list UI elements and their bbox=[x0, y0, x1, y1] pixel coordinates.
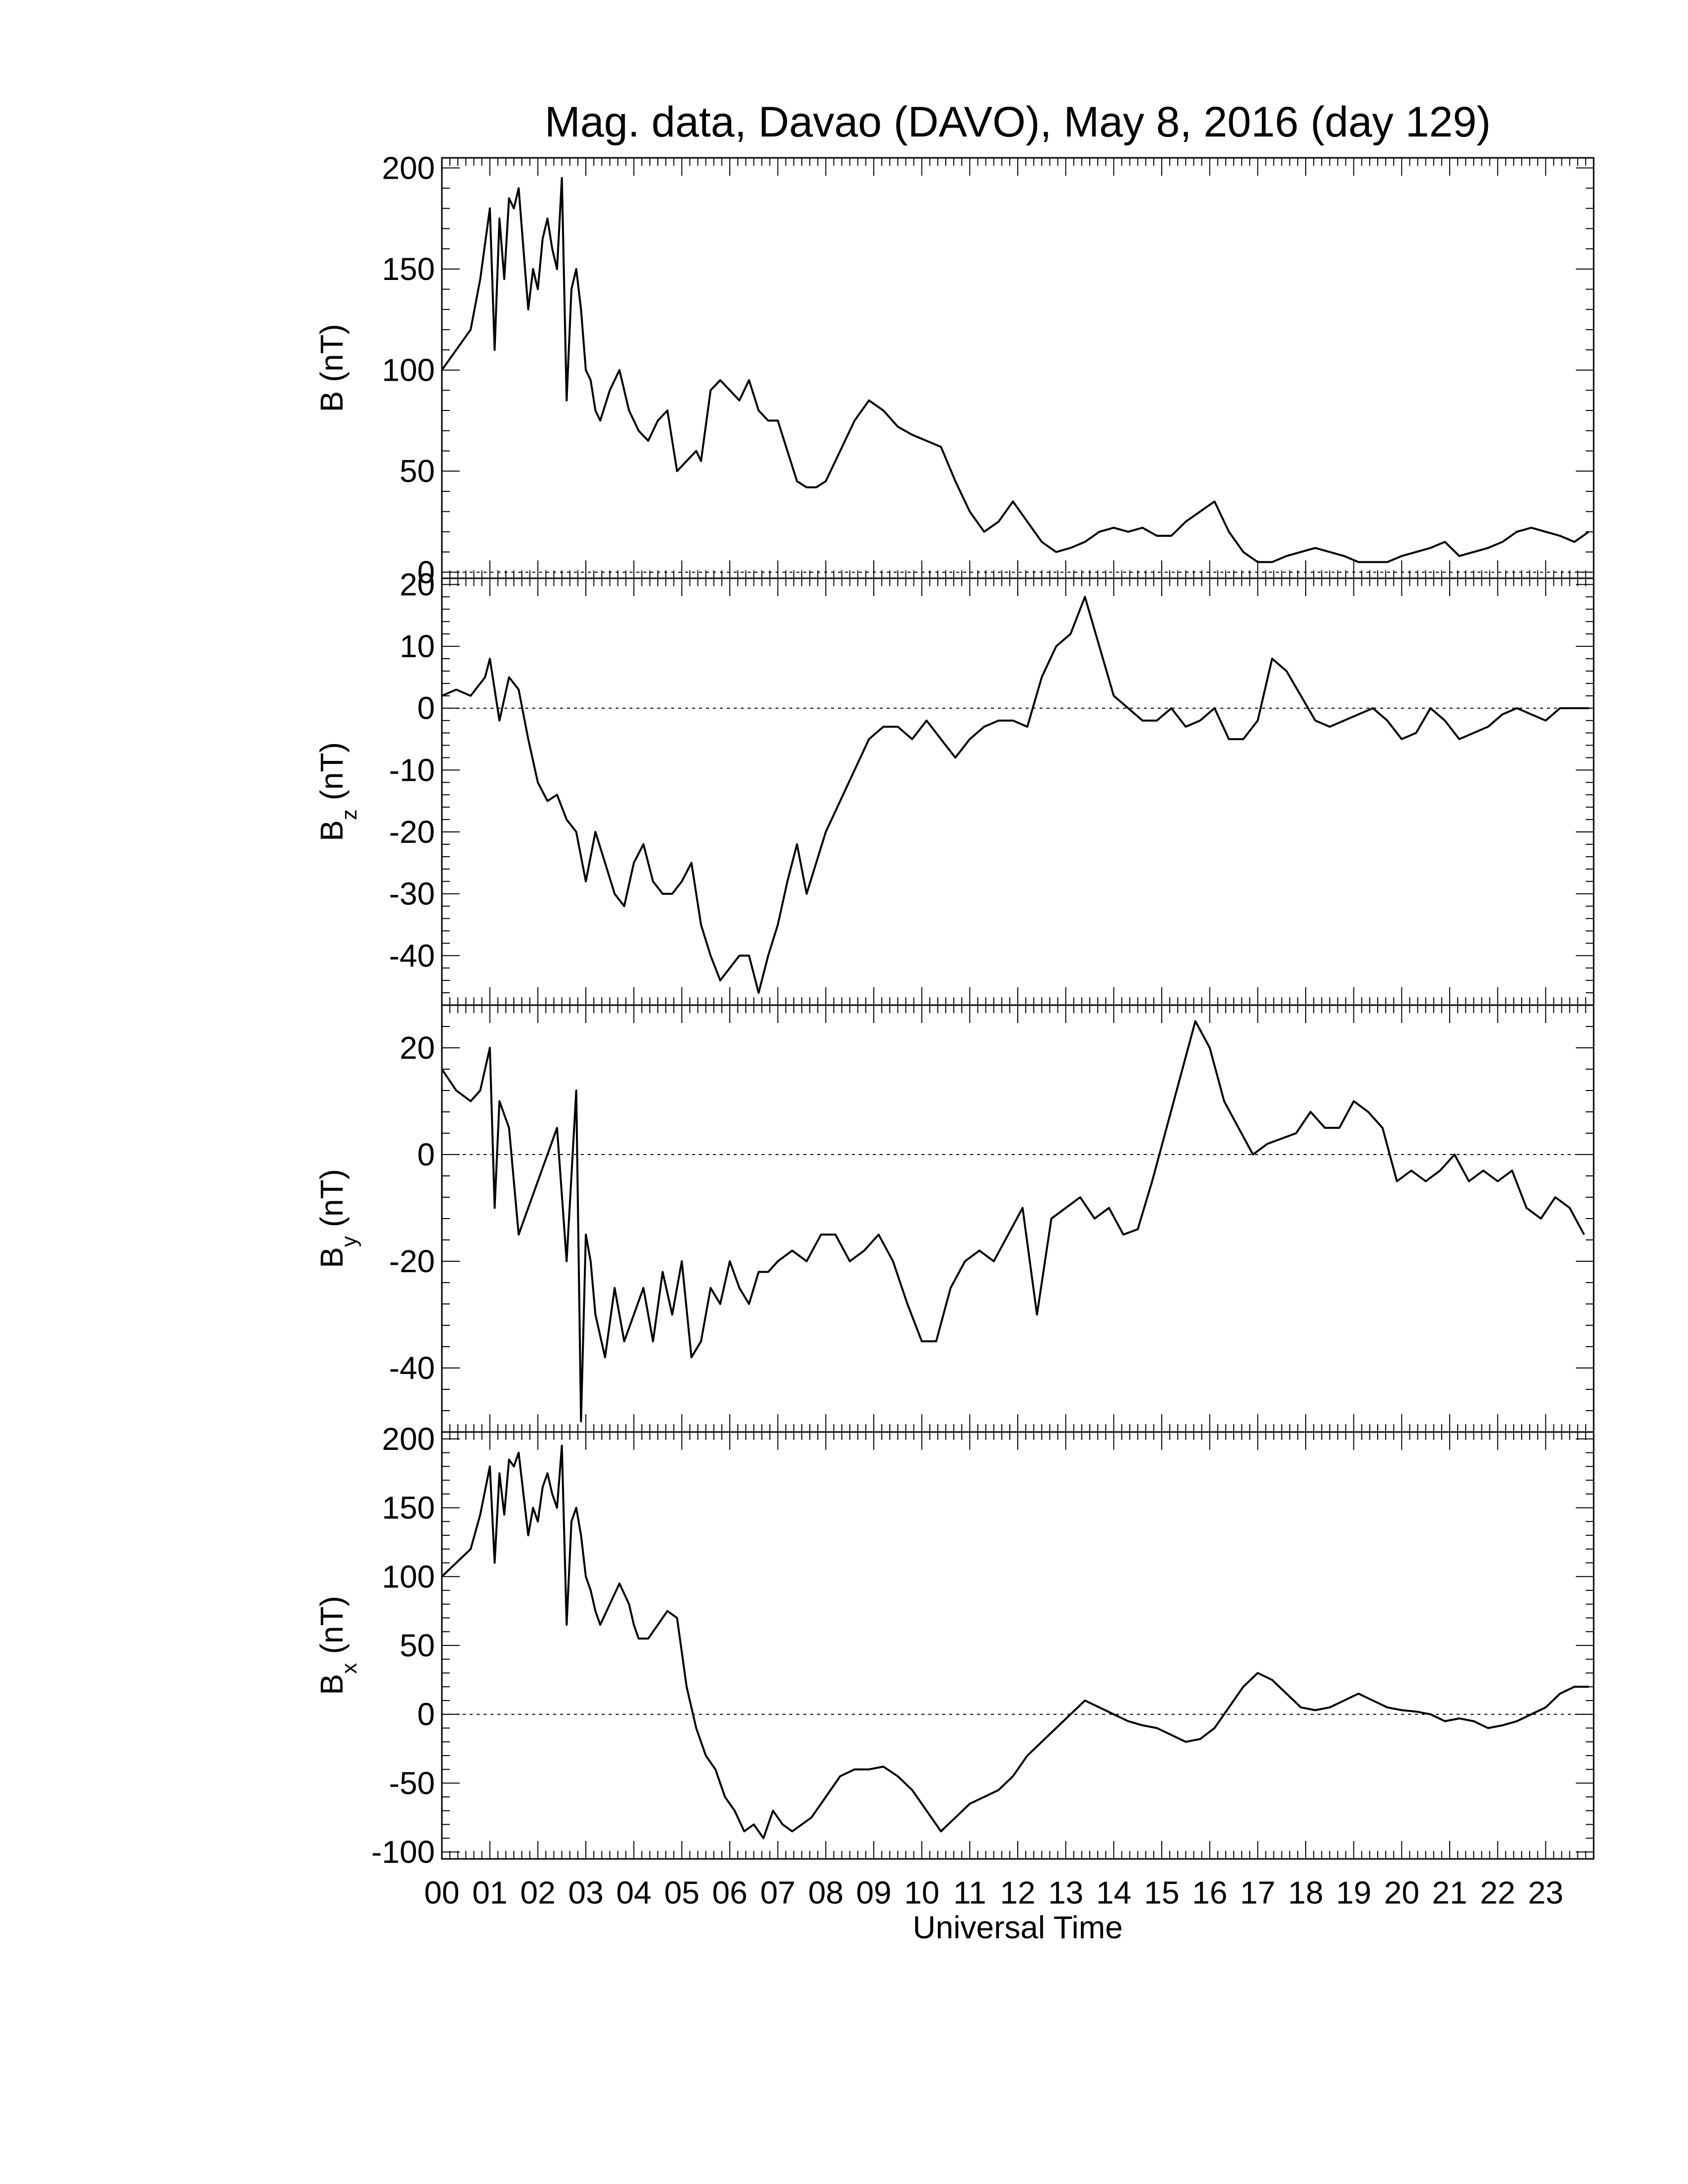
y-axis-label: Bx (nT) bbox=[314, 1596, 361, 1695]
y-tick-label: 0 bbox=[417, 690, 435, 726]
y-axis-label-sub: y bbox=[337, 1236, 361, 1247]
y-axis-label: B (nT) bbox=[314, 324, 350, 412]
panel-1: -40 -30 -20 -10 0 10 20 Bz (nT) bbox=[314, 566, 1595, 1006]
y-axis-label: By (nT) bbox=[314, 1169, 361, 1268]
y-tick-label: -50 bbox=[389, 1765, 435, 1801]
x-tick-label: 21 bbox=[1432, 1875, 1467, 1911]
x-tick-label: 13 bbox=[1048, 1875, 1083, 1911]
y-tick-label: 100 bbox=[382, 352, 435, 388]
x-tick-label: 02 bbox=[520, 1875, 556, 1911]
y-axis-label-sub: z bbox=[337, 809, 361, 820]
y-tick-label: 0 bbox=[417, 554, 435, 590]
panel-2: -40 -20 0 20 By (nT) bbox=[314, 1004, 1595, 1433]
y-tick-label: -20 bbox=[389, 814, 435, 850]
y-tick-label: 20 bbox=[400, 566, 435, 602]
x-tick-label: 14 bbox=[1096, 1875, 1131, 1911]
series-line bbox=[441, 596, 1589, 994]
panel-frame bbox=[441, 157, 1595, 579]
chart-title: Mag. data, Davao (DAVO), May 8, 2016 (da… bbox=[545, 98, 1491, 146]
y-axis-label-unit: (nT) bbox=[314, 742, 350, 809]
y-axis-label-main: B bbox=[314, 391, 350, 412]
panel-0: 0 50 100 150 200 B (nT) bbox=[314, 150, 1595, 590]
x-tick-label: 17 bbox=[1240, 1875, 1275, 1911]
y-tick-label: -40 bbox=[389, 938, 435, 973]
x-tick-label: 15 bbox=[1144, 1875, 1179, 1911]
x-tick-label: 11 bbox=[953, 1875, 986, 1911]
y-axis-label-main: B bbox=[314, 820, 350, 841]
x-tick-label: 03 bbox=[568, 1875, 603, 1911]
y-axis-label-main: B bbox=[314, 1674, 350, 1695]
x-tick-label: 08 bbox=[808, 1875, 844, 1911]
x-tick-label: 01 bbox=[472, 1875, 507, 1911]
y-tick-label: 0 bbox=[417, 1137, 435, 1172]
y-tick-label: -40 bbox=[389, 1350, 435, 1386]
y-tick-label: -30 bbox=[389, 876, 435, 912]
x-tick-label: 16 bbox=[1192, 1875, 1227, 1911]
y-tick-label: 100 bbox=[382, 1559, 435, 1594]
x-tick-label: 09 bbox=[856, 1875, 891, 1911]
x-tick-label: 18 bbox=[1288, 1875, 1323, 1911]
y-tick-label: 50 bbox=[400, 453, 435, 489]
y-tick-label: 0 bbox=[417, 1697, 435, 1732]
series-line bbox=[441, 177, 1590, 563]
x-tick-label: 00 bbox=[424, 1875, 459, 1911]
x-tick-label: 19 bbox=[1336, 1875, 1371, 1911]
x-tick-label: 22 bbox=[1480, 1875, 1515, 1911]
y-tick-label: 20 bbox=[400, 1030, 435, 1066]
y-axis-label: Bz (nT) bbox=[314, 742, 361, 841]
y-tick-label: -20 bbox=[389, 1243, 435, 1279]
y-tick-label: -100 bbox=[371, 1834, 435, 1870]
y-tick-label: 10 bbox=[400, 628, 435, 664]
y-axis-label-unit: (nT) bbox=[314, 324, 350, 391]
series-line bbox=[441, 1020, 1585, 1423]
y-tick-label: 150 bbox=[382, 251, 435, 287]
x-tick-label: 04 bbox=[616, 1875, 651, 1911]
y-tick-label: 200 bbox=[382, 150, 435, 186]
y-tick-label: 150 bbox=[382, 1490, 435, 1526]
series-line bbox=[441, 1444, 1589, 1840]
x-axis-label: Universal Time bbox=[913, 1910, 1123, 1945]
y-tick-label: -10 bbox=[389, 752, 435, 788]
x-tick-label: 23 bbox=[1528, 1875, 1563, 1911]
x-tick-label: 12 bbox=[1000, 1875, 1035, 1911]
y-axis-label-unit: (nT) bbox=[314, 1596, 350, 1663]
panel-frame bbox=[441, 1431, 1595, 1860]
x-tick-label: 20 bbox=[1384, 1875, 1419, 1911]
panel-3: -100 -50 0 50 100 150 200 Bx (nT) 00 01 02 03 04 05 06… bbox=[314, 1421, 1595, 1911]
x-tick-label: 10 bbox=[904, 1875, 939, 1911]
x-tick-label: 06 bbox=[712, 1875, 747, 1911]
y-axis-label-sub: x bbox=[337, 1663, 361, 1674]
y-tick-label: 200 bbox=[382, 1421, 435, 1457]
y-axis-label-unit: (nT) bbox=[314, 1169, 350, 1236]
y-tick-label: 50 bbox=[400, 1628, 435, 1663]
y-axis-label-main: B bbox=[314, 1247, 350, 1268]
x-tick-label: 07 bbox=[760, 1875, 795, 1911]
x-tick-label: 05 bbox=[664, 1875, 700, 1911]
panel-frame bbox=[441, 577, 1595, 1006]
